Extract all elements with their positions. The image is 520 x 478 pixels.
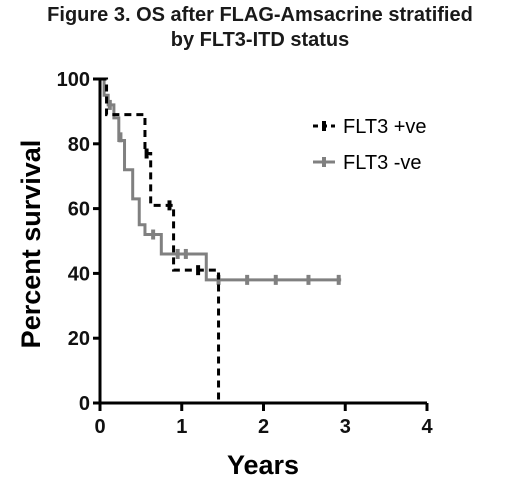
y-tick-label: 0 <box>79 393 90 415</box>
legend-item: FLT3 +ve <box>313 116 427 138</box>
x-tick-label: 0 <box>94 416 105 438</box>
series-layer <box>100 77 342 403</box>
y-tick-label: 60 <box>68 199 90 221</box>
series-flt3-positive <box>100 77 221 403</box>
legend-item: FLT3 -ve <box>313 152 422 174</box>
y-tick-label: 80 <box>68 134 90 156</box>
survival-curve <box>100 77 342 282</box>
series-flt3-negative <box>100 77 342 285</box>
x-tick-label: 1 <box>176 416 187 438</box>
legend: FLT3 +ve FLT3 -ve <box>313 116 427 174</box>
y-axis-title: Percent survival <box>16 140 46 349</box>
y-tick-label: 100 <box>57 69 90 91</box>
x-tick-label: 4 <box>421 416 433 438</box>
axes: 0 20 40 60 80 100 0 1 2 3 4 <box>57 69 434 438</box>
chart-title-line2: by FLT3-ITD status <box>171 29 350 51</box>
survival-curve <box>100 77 221 403</box>
x-tick-label: 2 <box>258 416 269 438</box>
chart-title-line1: Figure 3. OS after FLAG-Amsacrine strati… <box>47 4 473 26</box>
y-tick-label: 20 <box>68 328 90 350</box>
y-tick-label: 40 <box>68 263 90 285</box>
legend-label: FLT3 -ve <box>343 152 422 174</box>
x-axis-title: Years <box>227 450 299 478</box>
legend-label: FLT3 +ve <box>343 116 427 138</box>
x-tick-label: 3 <box>340 416 351 438</box>
